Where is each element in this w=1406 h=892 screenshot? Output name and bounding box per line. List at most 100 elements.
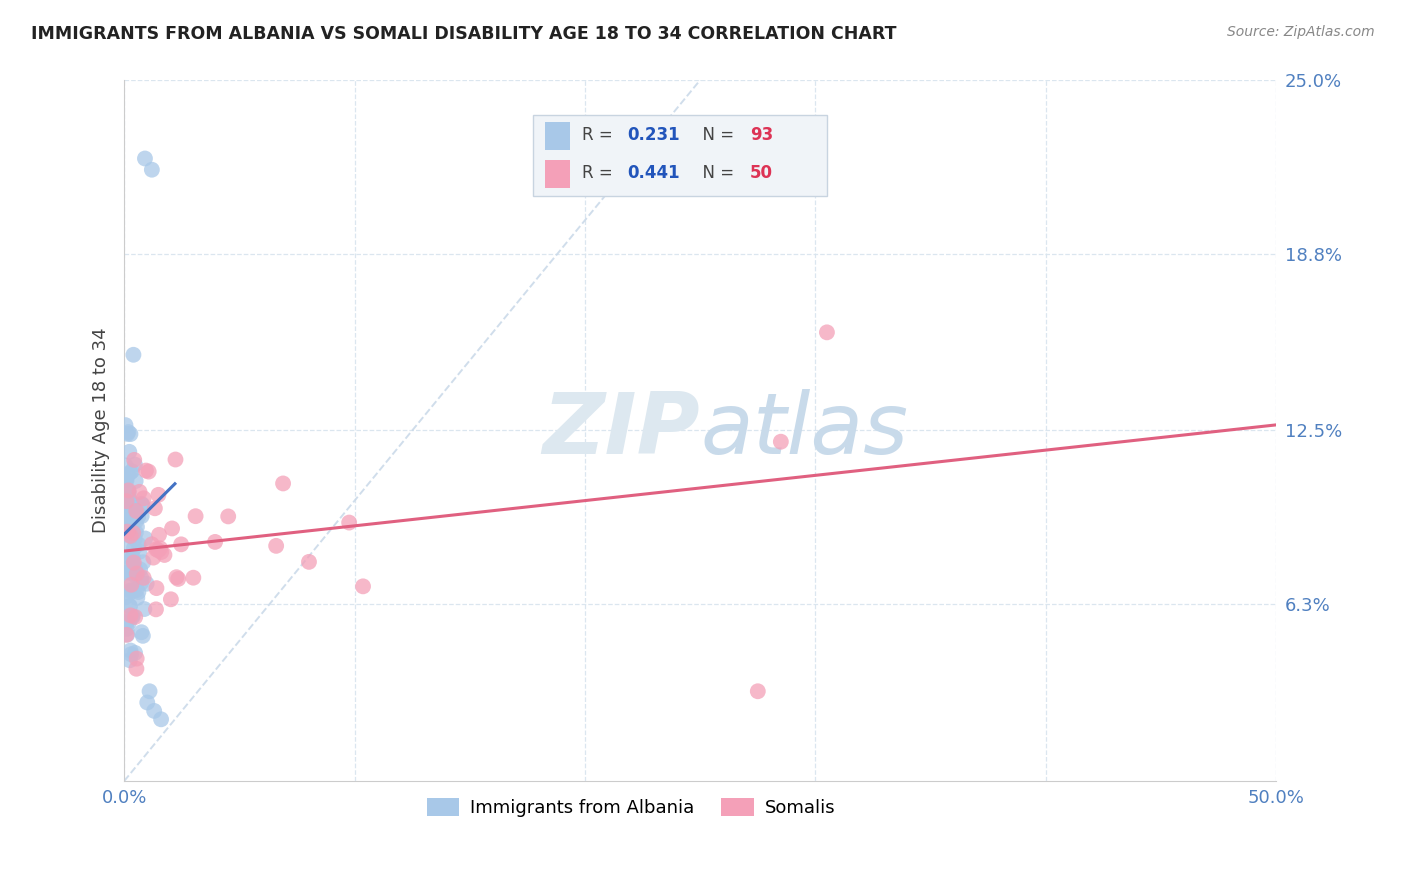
- Point: [125, 504, 148, 518]
- Point: [120, 583, 142, 598]
- Point: [118, 445, 141, 459]
- Point: [117, 566, 139, 580]
- Point: [122, 556, 145, 570]
- Point: [122, 502, 145, 516]
- Point: [118, 503, 141, 517]
- Point: [132, 491, 155, 506]
- Point: [134, 602, 156, 616]
- Point: [141, 162, 163, 177]
- Point: [129, 571, 152, 585]
- Point: [114, 474, 136, 488]
- Point: [125, 583, 148, 598]
- Legend: Immigrants from Albania, Somalis: Immigrants from Albania, Somalis: [419, 790, 842, 824]
- Point: [150, 712, 173, 726]
- Point: [115, 524, 138, 539]
- Point: [142, 550, 165, 565]
- Point: [165, 452, 187, 467]
- Point: [148, 528, 170, 542]
- Point: [121, 609, 143, 624]
- Point: [124, 561, 146, 575]
- Point: [124, 610, 146, 624]
- Point: [153, 548, 176, 562]
- Point: [132, 629, 155, 643]
- Point: [769, 434, 792, 449]
- Point: [131, 497, 153, 511]
- Point: [120, 647, 142, 661]
- Point: [117, 524, 139, 539]
- Text: N =: N =: [692, 164, 740, 182]
- Point: [131, 509, 153, 524]
- Point: [125, 651, 148, 665]
- Point: [125, 566, 148, 581]
- Point: [131, 498, 153, 512]
- Point: [143, 704, 166, 718]
- Point: [120, 559, 142, 574]
- FancyBboxPatch shape: [544, 121, 569, 150]
- FancyBboxPatch shape: [533, 115, 827, 195]
- Point: [118, 521, 141, 535]
- Point: [118, 539, 141, 553]
- Point: [118, 484, 141, 499]
- Point: [115, 494, 138, 508]
- Point: [132, 571, 155, 585]
- Point: [125, 520, 148, 534]
- Point: [120, 466, 142, 480]
- Point: [124, 502, 146, 516]
- Point: [122, 582, 145, 597]
- Point: [117, 467, 139, 482]
- Point: [114, 590, 136, 604]
- Point: [124, 458, 146, 472]
- Point: [183, 571, 205, 585]
- Point: [170, 537, 193, 551]
- Point: [124, 508, 146, 523]
- Point: [129, 562, 152, 576]
- Text: atlas: atlas: [700, 389, 908, 472]
- Point: [127, 591, 149, 605]
- Point: [114, 516, 136, 530]
- Point: [165, 570, 187, 584]
- Text: 50: 50: [749, 164, 773, 182]
- Point: [117, 490, 139, 504]
- Point: [117, 486, 139, 500]
- Point: [118, 565, 141, 579]
- Point: [118, 523, 141, 537]
- Point: [117, 426, 139, 441]
- Point: [122, 541, 145, 555]
- Point: [337, 516, 360, 530]
- Text: ZIP: ZIP: [543, 389, 700, 472]
- Point: [122, 514, 145, 528]
- Point: [120, 427, 142, 442]
- Point: [117, 483, 139, 498]
- Point: [115, 527, 138, 541]
- Point: [160, 592, 183, 607]
- Point: [115, 628, 138, 642]
- Point: [138, 684, 160, 698]
- Text: N =: N =: [692, 126, 740, 145]
- Point: [120, 643, 142, 657]
- Point: [127, 585, 149, 599]
- Text: R =: R =: [582, 126, 617, 145]
- Point: [120, 578, 142, 592]
- Point: [115, 474, 138, 488]
- Point: [271, 476, 294, 491]
- Point: [117, 522, 139, 536]
- Point: [167, 572, 190, 586]
- Point: [134, 532, 156, 546]
- Point: [114, 472, 136, 486]
- Point: [117, 573, 139, 587]
- Point: [145, 602, 167, 616]
- Point: [129, 575, 152, 590]
- Point: [141, 537, 163, 551]
- Point: [120, 529, 142, 543]
- Text: R =: R =: [582, 164, 617, 182]
- Point: [125, 662, 148, 676]
- Point: [128, 484, 150, 499]
- Point: [122, 453, 145, 467]
- Y-axis label: Disability Age 18 to 34: Disability Age 18 to 34: [93, 327, 110, 533]
- Point: [118, 586, 141, 600]
- Point: [160, 521, 183, 535]
- Point: [117, 425, 139, 439]
- Point: [124, 568, 146, 582]
- Point: [115, 622, 138, 636]
- Point: [148, 488, 170, 502]
